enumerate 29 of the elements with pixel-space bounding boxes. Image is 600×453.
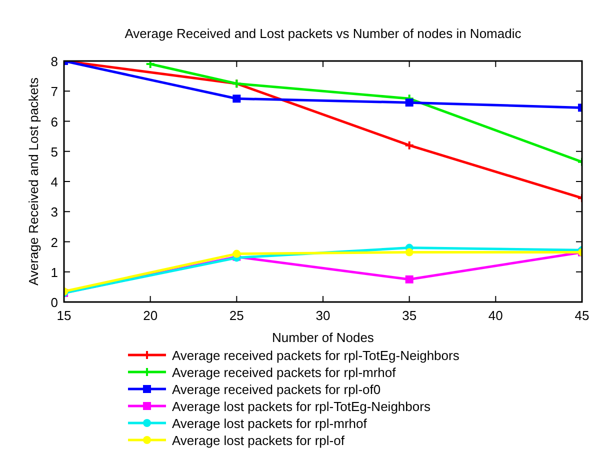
legend-label: Average received packets for rpl-TotEg-Neighbors bbox=[172, 348, 460, 363]
point bbox=[232, 94, 241, 103]
y-tick-label: 5 bbox=[50, 144, 58, 160]
y-tick-label: 3 bbox=[50, 204, 58, 220]
point bbox=[405, 248, 414, 256]
y-tick-label: 4 bbox=[50, 174, 58, 190]
y-axis-title: Average Received and Lost packets bbox=[26, 77, 41, 286]
x-tick-label: 15 bbox=[56, 308, 72, 323]
x-tick-label: 25 bbox=[229, 308, 244, 323]
x-axis-title: Number of Nodes bbox=[272, 330, 374, 345]
y-tick-label: 2 bbox=[50, 234, 58, 250]
x-tick-label: 40 bbox=[488, 308, 503, 323]
x-tick-label: 35 bbox=[402, 308, 417, 323]
x-tick-label: 20 bbox=[143, 308, 158, 323]
point bbox=[232, 250, 241, 258]
y-tick-label: 7 bbox=[50, 84, 58, 100]
x-tick-label: 45 bbox=[574, 308, 590, 323]
y-tick-label: 0 bbox=[50, 295, 58, 310]
y-tick-label: 6 bbox=[50, 114, 58, 130]
chart-title: Average Received and Lost packets vs Number of nodes in Nomadic bbox=[124, 26, 522, 41]
y-tick-label: 1 bbox=[50, 264, 58, 280]
legend-label: Average lost packets for rpl-mrhof bbox=[172, 416, 368, 431]
y-tick-label: 8 bbox=[50, 54, 58, 69]
legend-label: Average received packets for rpl-mrhof bbox=[172, 365, 396, 380]
point bbox=[405, 98, 414, 107]
legend-label: Average received packets for rpl-of0 bbox=[172, 382, 381, 397]
legend-label: Average lost packets for rpl-of bbox=[172, 433, 345, 448]
legend-label: Average lost packets for rpl-TotEg-Neighbors bbox=[172, 399, 431, 414]
x-tick-label: 30 bbox=[316, 308, 330, 323]
